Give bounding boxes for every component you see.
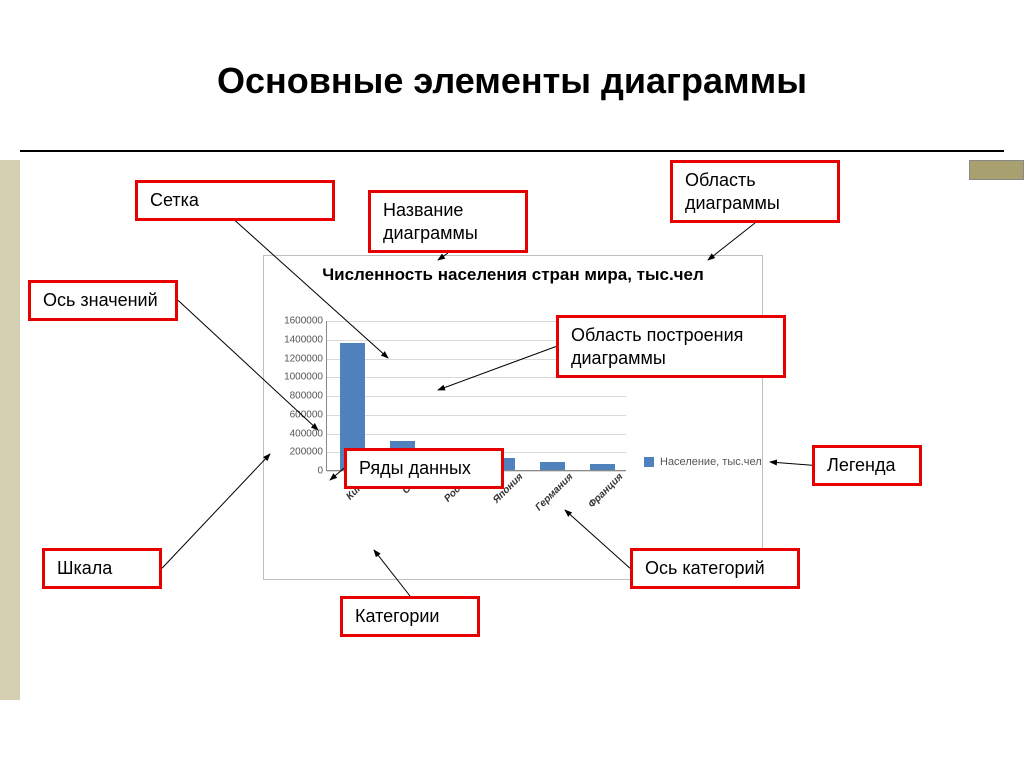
- ytick-label: 0: [317, 466, 323, 477]
- callout-cat_axis: Ось категорий: [630, 548, 800, 589]
- bar: [540, 462, 565, 470]
- callout-legend: Легенда: [812, 445, 922, 486]
- legend: Население, тыс.чел: [644, 456, 762, 468]
- chart-title: Численность населения стран мира, тыс.че…: [264, 264, 762, 285]
- gridline: [327, 434, 626, 435]
- callout-area: Область диаграммы: [670, 160, 840, 223]
- callout-series: Ряды данных: [344, 448, 504, 489]
- xtick-label: Франция: [576, 470, 626, 520]
- chart-area: Численность населения стран мира, тыс.че…: [263, 255, 763, 580]
- ytick-label: 1600000: [284, 316, 323, 327]
- ytick-label: 800000: [290, 391, 323, 402]
- bar: [590, 464, 615, 470]
- ytick-label: 1000000: [284, 372, 323, 383]
- callout-grid: Сетка: [135, 180, 335, 221]
- ytick-label: 1400000: [284, 334, 323, 345]
- legend-key-icon: [644, 457, 654, 467]
- decor-hr: [20, 150, 1004, 152]
- callout-value_axis: Ось значений: [28, 280, 178, 321]
- gridline: [327, 415, 626, 416]
- ytick-label: 400000: [290, 428, 323, 439]
- slide-title: Основные элементы диаграммы: [0, 60, 1024, 102]
- callout-title: Название диаграммы: [368, 190, 528, 253]
- ytick-label: 1200000: [284, 353, 323, 364]
- ytick-label: 200000: [290, 447, 323, 458]
- gridline: [327, 396, 626, 397]
- callout-plot_area: Область построения диаграммы: [556, 315, 786, 378]
- decor-sidebar: [0, 160, 20, 700]
- ytick-label: 600000: [290, 409, 323, 420]
- callout-categories: Категории: [340, 596, 480, 637]
- decor-tab: [969, 160, 1024, 180]
- xtick-label: Германия: [526, 470, 576, 520]
- legend-label: Население, тыс.чел: [660, 456, 762, 468]
- callout-scale: Шкала: [42, 548, 162, 589]
